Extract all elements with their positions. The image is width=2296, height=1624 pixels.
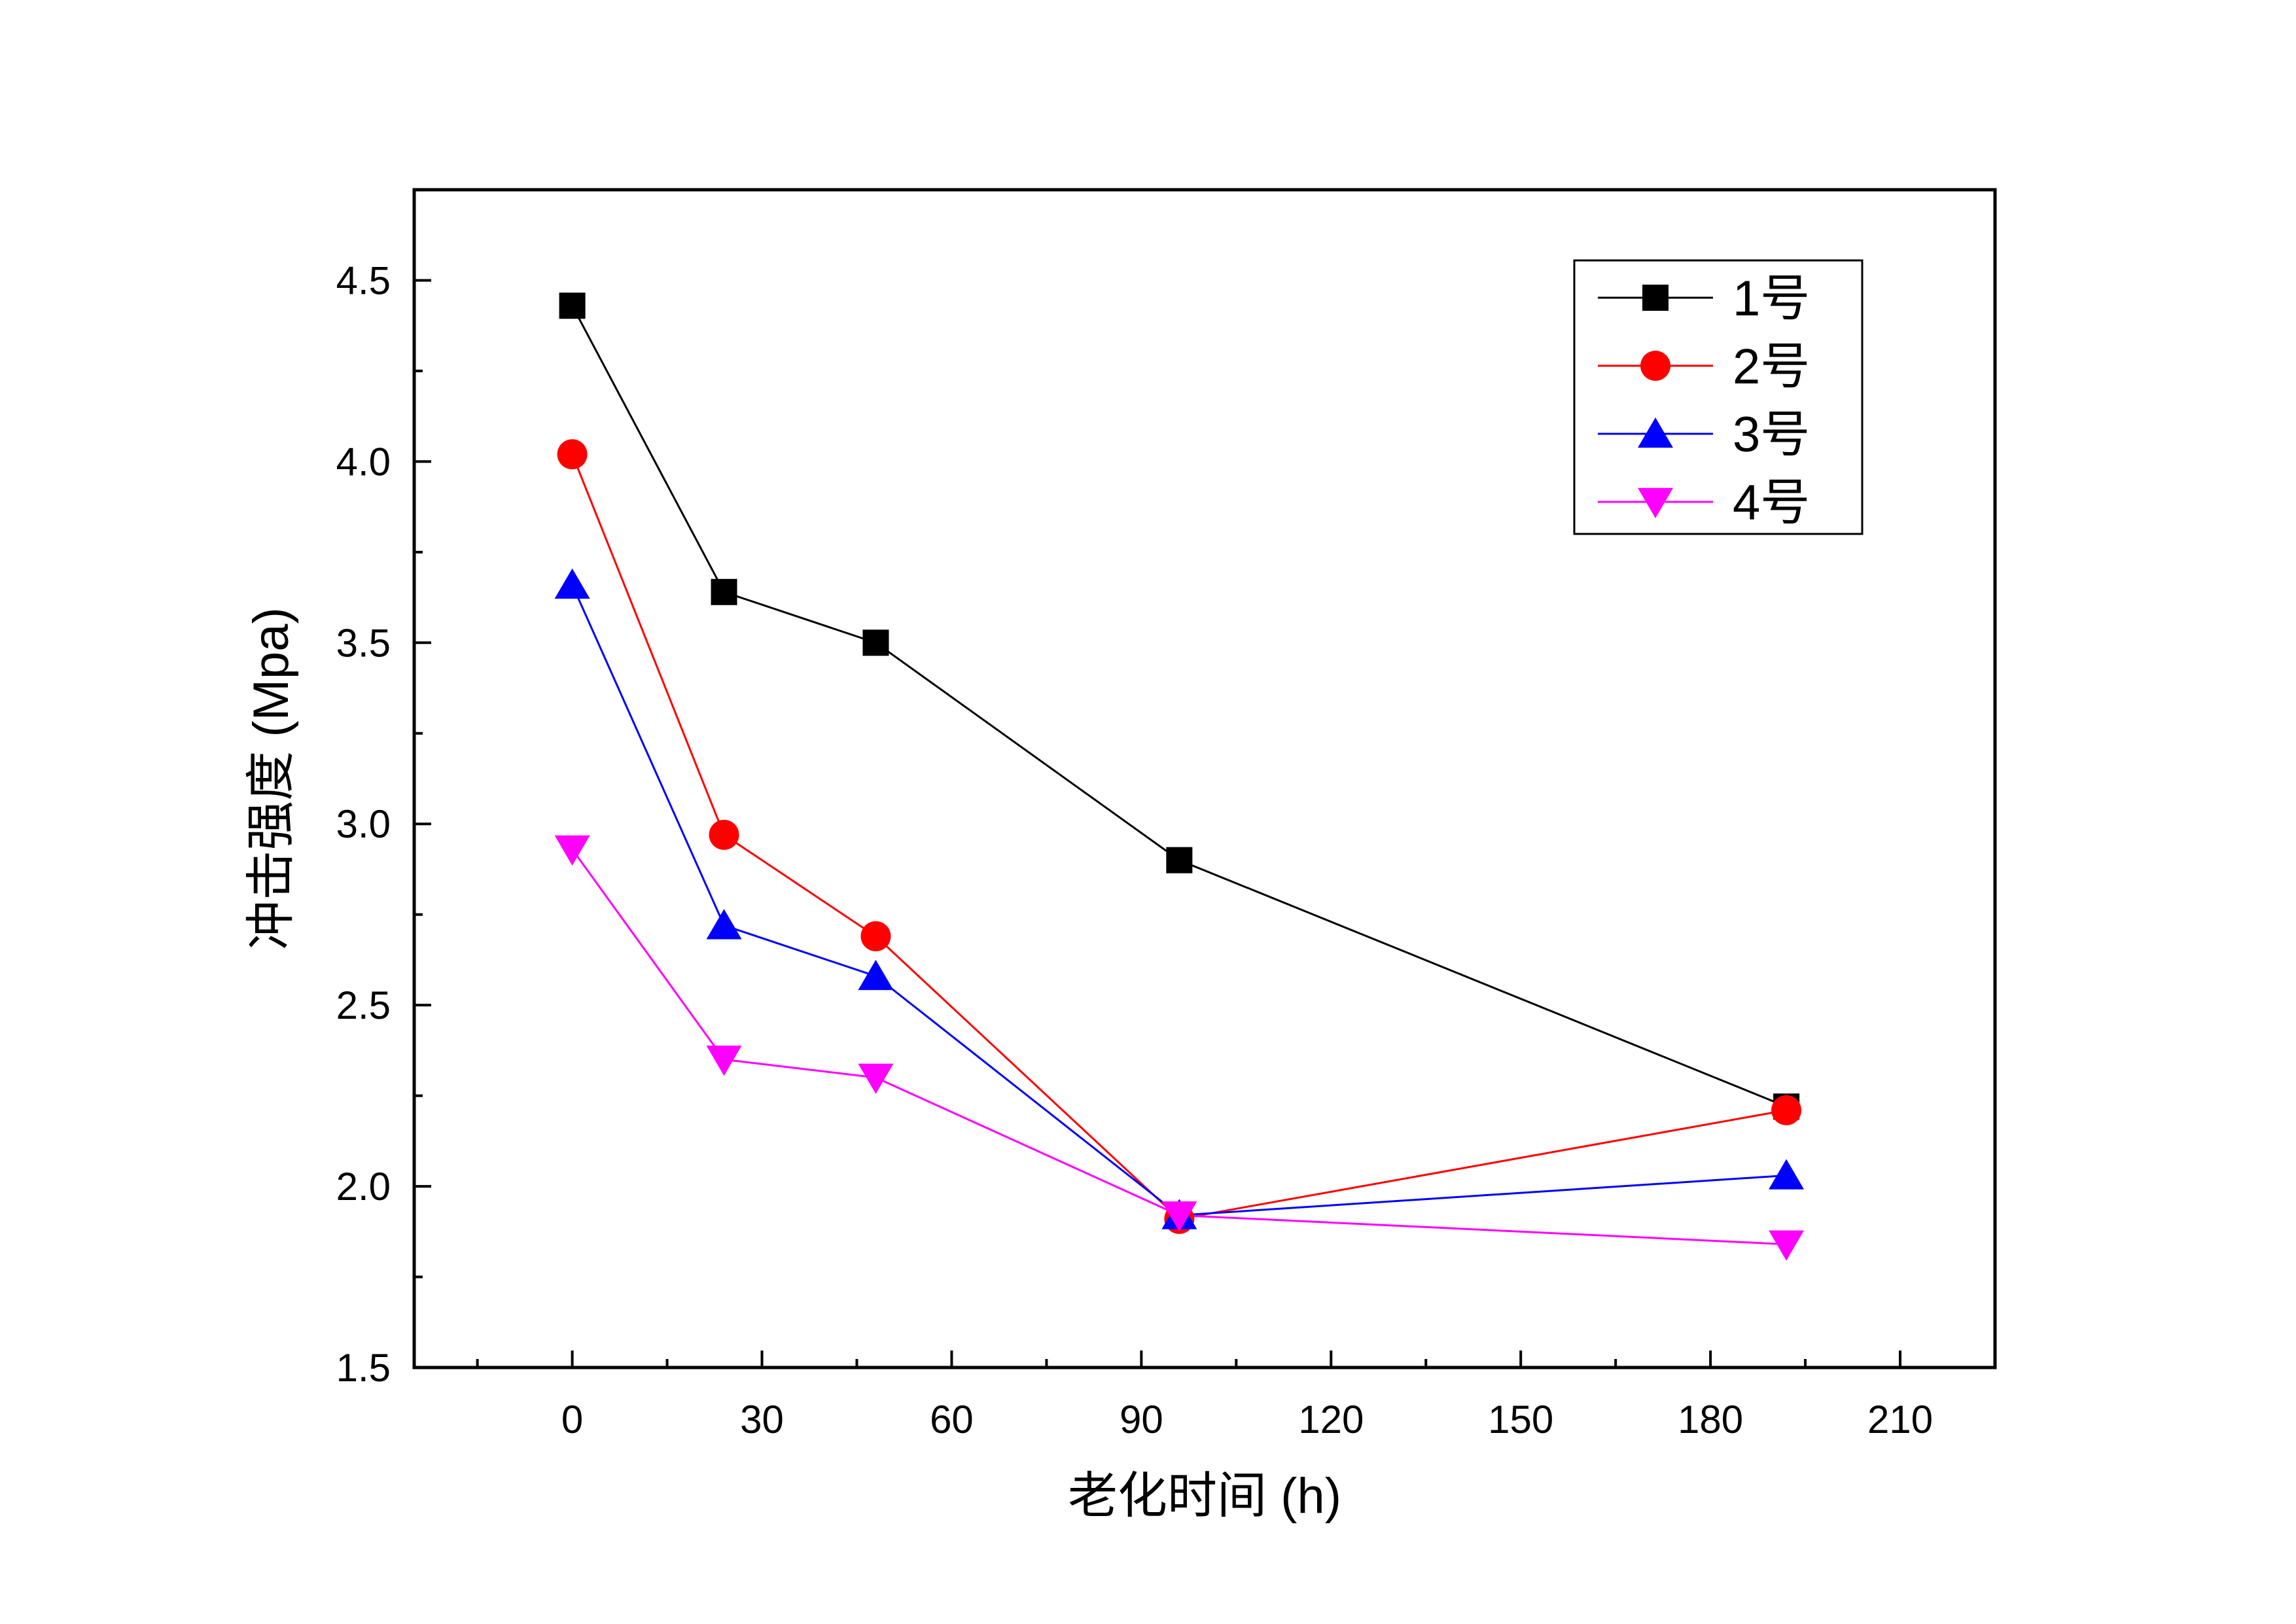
data-point-series-1 [559, 292, 586, 319]
data-point-series-4 [1161, 1201, 1197, 1232]
x-tick-labels: 0 30 60 90 120 150 180 210 [561, 1398, 1933, 1441]
data-point-series-3 [1769, 1159, 1805, 1190]
x-tick-label: 0 [561, 1398, 583, 1441]
x-tick-label: 60 [930, 1398, 974, 1441]
x-tick-label: 90 [1120, 1398, 1163, 1441]
plot-frame [412, 188, 1997, 1369]
x-tick-label: 150 [1488, 1398, 1553, 1441]
data-point-series-2 [709, 819, 739, 850]
legend-marker [1638, 487, 1673, 518]
data-point-series-2 [557, 439, 588, 470]
y-tick-label: 3.5 [336, 621, 391, 665]
legend: 1号 2号 3号 4号 [1573, 259, 1863, 535]
legend-marker [1642, 285, 1669, 311]
legend-marker [1640, 351, 1670, 381]
data-point-series-1 [1166, 847, 1193, 874]
x-axis-title: 老化时间 (h) [1068, 1468, 1341, 1524]
data-point-series-4 [1769, 1230, 1805, 1261]
data-point-series-3 [554, 568, 590, 599]
y-tick-labels: 1.5 2.0 2.5 3.0 3.5 4.0 4.5 [336, 258, 391, 1390]
x-tick-label: 30 [740, 1398, 784, 1441]
y-tick-label: 2.0 [336, 1165, 391, 1209]
y-tick-label: 3.0 [336, 802, 391, 846]
data-point-series-2 [1771, 1095, 1802, 1125]
data-point-series-2 [860, 921, 891, 951]
series-markers [554, 292, 1805, 1261]
data-point-series-3 [706, 909, 742, 940]
y-tick-label: 4.0 [336, 440, 391, 484]
y-tick-label: 4.5 [336, 258, 391, 302]
x-tick-label: 180 [1678, 1398, 1743, 1441]
y-tick-label: 1.5 [336, 1346, 391, 1390]
legend-label: 4号 [1733, 475, 1810, 531]
data-point-series-1 [862, 629, 889, 656]
x-tick-label: 210 [1867, 1398, 1933, 1441]
y-tick-label: 2.5 [336, 983, 391, 1027]
legend-label: 3号 [1733, 407, 1810, 463]
data-point-series-4 [554, 835, 590, 866]
x-tick-label: 120 [1298, 1398, 1364, 1441]
data-point-series-4 [706, 1045, 742, 1076]
legend-box [1573, 259, 1863, 535]
legend-marker [1638, 417, 1673, 448]
y-axis-title: 冲击强度 (Mpa) [243, 607, 299, 950]
legend-label: 2号 [1733, 339, 1810, 395]
legend-label: 1号 [1733, 271, 1810, 327]
data-point-series-4 [858, 1063, 894, 1094]
data-point-series-3 [858, 959, 894, 991]
data-point-series-1 [711, 578, 737, 605]
